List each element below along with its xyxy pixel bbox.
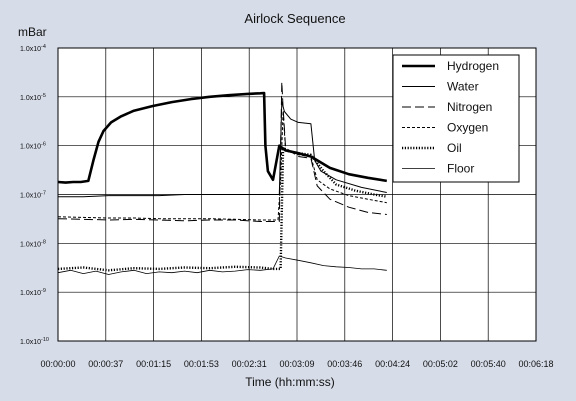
y-tick-label: 1.0x10-7 [20, 191, 46, 200]
chart-title: Airlock Sequence [244, 11, 345, 26]
legend-label: Floor [447, 162, 474, 176]
x-axis-label: Time (hh:mm:ss) [245, 375, 335, 389]
y-tick-label: 1.0x10-5 [20, 93, 46, 102]
x-tick-label: 00:05:40 [471, 359, 506, 369]
y-tick-label: 1.0x10-4 [20, 44, 46, 53]
x-tick-label: 00:00:37 [88, 359, 123, 369]
legend-box [392, 54, 520, 183]
y-tick-label: 1.0x10-8 [20, 239, 46, 248]
legend-label: Hydrogen [447, 59, 499, 73]
series-line-floor [57, 255, 387, 275]
y-tick-label: 1.0x10-9 [20, 288, 46, 297]
legend-label: Water [447, 80, 479, 94]
x-tick-label: 00:01:15 [136, 359, 171, 369]
x-tick-label: 00:00:00 [40, 359, 75, 369]
series-line-oxygen [57, 111, 387, 221]
x-tick-label: 00:05:02 [423, 359, 458, 369]
x-tick-label: 00:03:46 [327, 359, 362, 369]
legend-label: Oil [447, 141, 462, 155]
x-tick-labels: 00:00:00 00:00:37 00:01:15 00:01:53 00:02:31… [40, 359, 553, 369]
y-tick-labels: 1.0x10-4 1.0x10-5 1.0x10-6 1.0x10-7 1.0x10-8… [20, 44, 49, 346]
x-tick-label: 00:03:09 [279, 359, 314, 369]
y-tick-label: 1.0x10-6 [20, 142, 46, 151]
series-line-oil [57, 146, 388, 272]
plot-border [57, 47, 537, 342]
legend-label: Nitrogen [447, 100, 492, 114]
series-line-hydrogen [57, 91, 388, 184]
series-line-nitrogen [57, 81, 387, 222]
x-tick-label: 00:06:18 [518, 359, 553, 369]
legend-label: Oxygen [447, 121, 488, 135]
y-axis-label: mBar [18, 25, 47, 39]
x-tick-label: 00:01:53 [184, 359, 219, 369]
series-group [57, 81, 388, 275]
y-tick-label: 1.0x10-10 [20, 337, 49, 346]
x-tick-label: 00:02:31 [232, 359, 267, 369]
legend: Hydrogen Water Nitrogen Oxygen Oil Floor [392, 54, 520, 183]
x-tick-label: 00:04:24 [375, 359, 410, 369]
